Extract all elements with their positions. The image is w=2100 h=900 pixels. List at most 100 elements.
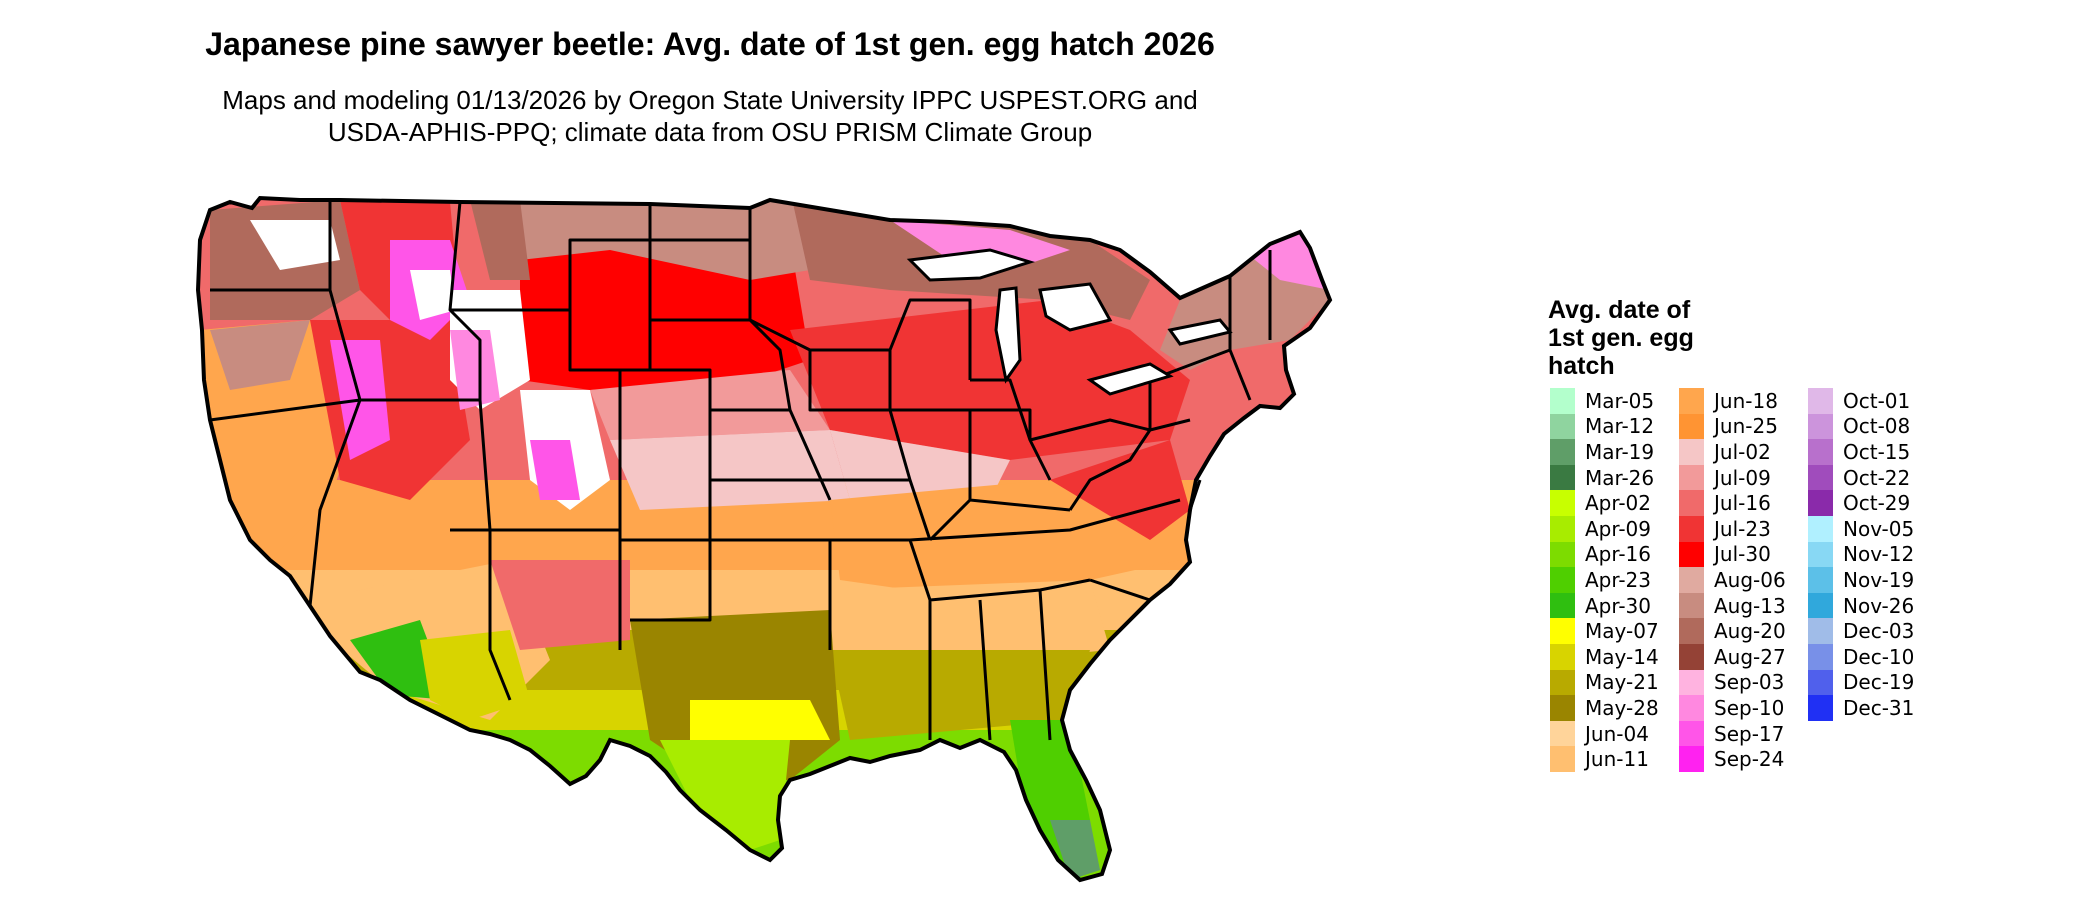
legend-label: Aug-13 [1714, 593, 1786, 618]
legend-item: Jun-25 [1679, 413, 1786, 440]
legend-label: Mar-19 [1585, 439, 1655, 464]
legend-item: Apr-09 [1550, 515, 1659, 542]
legend-item: May-07 [1550, 618, 1659, 644]
legend-label: Jul-09 [1714, 465, 1771, 490]
legend-swatch [1679, 464, 1704, 491]
legend-swatch [1808, 618, 1833, 644]
legend-item: Jun-18 [1679, 388, 1786, 414]
legend-item: Mar-26 [1550, 464, 1659, 491]
legend-label: Sep-17 [1714, 721, 1785, 746]
legend-swatch [1679, 541, 1704, 568]
legend-item: Aug-20 [1679, 618, 1786, 644]
legend-label: Jun-25 [1714, 414, 1778, 439]
legend-swatch [1808, 669, 1833, 696]
legend-title: Avg. date of 1st gen. egg hatch [1548, 296, 1728, 380]
legend-item: Dec-31 [1808, 695, 1914, 721]
legend-swatch [1808, 413, 1833, 440]
legend-swatch [1808, 464, 1833, 491]
legend-label: Dec-19 [1843, 670, 1915, 695]
legend-swatch [1679, 746, 1704, 772]
legend-label: Jun-18 [1714, 388, 1778, 413]
legend-label: May-28 [1585, 695, 1659, 720]
legend-swatch [1808, 695, 1833, 721]
legend-item: Oct-29 [1808, 490, 1914, 516]
legend-swatch [1679, 720, 1704, 747]
legend-swatch [1808, 541, 1833, 568]
legend-swatch [1550, 413, 1575, 440]
legend-label: Aug-06 [1714, 567, 1786, 592]
legend-swatch [1550, 669, 1575, 696]
legend-title-line-3: hatch [1548, 352, 1615, 380]
legend-column-3: Oct-01 Oct-08 Oct-15 Oct-22 Oct-29 Nov-05 Nov-… [1808, 388, 1914, 721]
legend-swatch [1679, 695, 1704, 721]
legend-label: Jun-04 [1585, 721, 1649, 746]
legend-swatch [1679, 515, 1704, 542]
legend-swatch [1679, 643, 1704, 670]
legend-item: Nov-19 [1808, 567, 1914, 593]
legend-label: Oct-22 [1843, 465, 1911, 490]
legend-item: Oct-15 [1808, 439, 1914, 465]
legend-label: Dec-31 [1843, 695, 1915, 720]
legend-swatch [1679, 413, 1704, 440]
legend-swatch [1550, 541, 1575, 568]
legend-swatch [1808, 388, 1833, 414]
legend-swatch [1808, 515, 1833, 542]
legend-item: Aug-06 [1679, 567, 1786, 593]
legend-swatch [1679, 388, 1704, 414]
legend-item: Apr-30 [1550, 592, 1659, 619]
legend-item: May-28 [1550, 695, 1659, 721]
legend-label: Aug-27 [1714, 644, 1786, 669]
legend-label: May-07 [1585, 619, 1659, 644]
legend-label: May-14 [1585, 644, 1659, 669]
legend-item: Jul-23 [1679, 515, 1786, 542]
legend-swatch [1550, 695, 1575, 721]
map-subtitle: Maps and modeling 01/13/2026 by Oregon S… [0, 84, 1420, 148]
state-boundaries [209, 200, 1272, 741]
legend-item: May-21 [1550, 669, 1659, 696]
legend-label: May-21 [1585, 670, 1659, 695]
legend-label: Sep-24 [1714, 747, 1785, 772]
legend-label: Aug-20 [1714, 619, 1786, 644]
legend-item: Mar-12 [1550, 413, 1659, 440]
legend-item: Jul-30 [1679, 541, 1786, 568]
legend-item: Jun-04 [1550, 720, 1659, 747]
legend-swatch [1550, 515, 1575, 542]
legend-item: Oct-01 [1808, 388, 1914, 414]
legend-swatch [1808, 567, 1833, 593]
legend-item: Sep-03 [1679, 669, 1786, 696]
legend-item: Apr-02 [1550, 490, 1659, 516]
legend-swatch [1808, 592, 1833, 619]
legend-swatch [1550, 464, 1575, 491]
legend-swatch [1679, 439, 1704, 465]
legend-item: Apr-23 [1550, 567, 1659, 593]
legend-item: May-14 [1550, 643, 1659, 670]
legend-swatch [1808, 439, 1833, 465]
legend-label: Dec-03 [1843, 619, 1915, 644]
legend-swatch [1808, 643, 1833, 670]
legend-label: Sep-10 [1714, 695, 1785, 720]
legend-swatch [1550, 388, 1575, 414]
legend-label: Nov-12 [1843, 542, 1915, 567]
legend-swatch [1679, 592, 1704, 619]
legend-label: Oct-08 [1843, 414, 1911, 439]
legend-item: Dec-19 [1808, 669, 1915, 696]
legend-label: Jul-23 [1714, 516, 1771, 541]
us-egg-hatch-map [196, 196, 1332, 882]
legend-label: Nov-05 [1843, 516, 1915, 541]
legend-label: Jun-11 [1585, 747, 1649, 772]
legend-swatch [1550, 567, 1575, 593]
legend-swatch [1550, 720, 1575, 747]
legend-label: Oct-15 [1843, 439, 1911, 464]
legend-item: Nov-12 [1808, 541, 1915, 568]
legend-item: Jul-02 [1679, 439, 1786, 465]
legend-label: Oct-29 [1843, 491, 1911, 516]
legend-swatch [1679, 490, 1704, 516]
legend-swatch [1679, 618, 1704, 644]
legend-item: Mar-19 [1550, 439, 1659, 465]
legend-label: Apr-16 [1585, 542, 1651, 567]
legend-item: Nov-05 [1808, 515, 1915, 542]
legend-swatch [1550, 592, 1575, 619]
legend-label: Apr-30 [1585, 593, 1651, 618]
legend-swatch [1550, 439, 1575, 465]
legend-swatch [1550, 643, 1575, 670]
